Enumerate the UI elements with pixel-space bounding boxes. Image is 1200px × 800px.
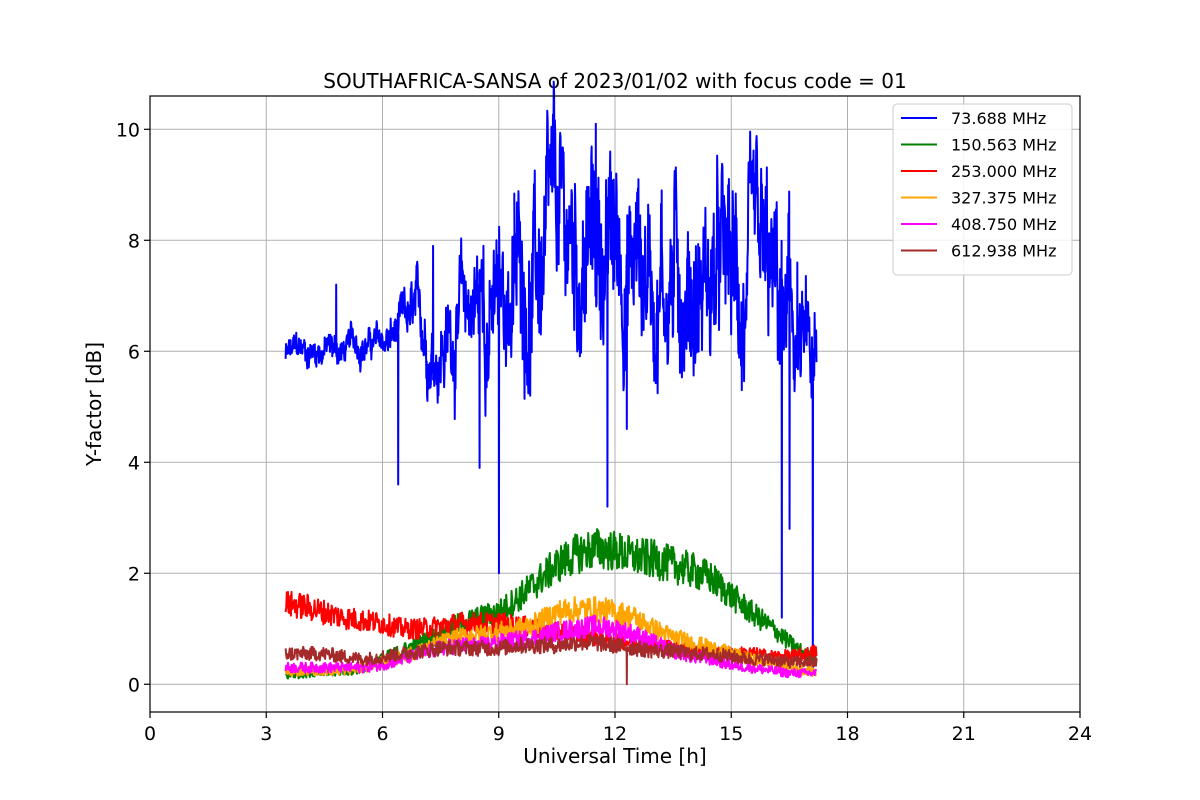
chart-title: SOUTHAFRICA-SANSA of 2023/01/02 with foc… bbox=[323, 69, 907, 93]
y-tick-label: 6 bbox=[128, 341, 140, 363]
legend-label: 408.750 MHz bbox=[951, 215, 1056, 234]
series-line-5 bbox=[284, 614, 817, 679]
series-layer bbox=[284, 80, 818, 686]
legend-label: 150.563 MHz bbox=[951, 136, 1056, 155]
x-tick-label: 0 bbox=[144, 723, 156, 745]
y-tick-label: 10 bbox=[116, 119, 140, 141]
x-tick-label: 12 bbox=[603, 723, 627, 745]
y-axis: 0 2 4 6 8 10 bbox=[116, 119, 150, 696]
legend-box bbox=[892, 103, 1073, 276]
series-line-6 bbox=[284, 633, 818, 686]
y-tick-label: 8 bbox=[128, 230, 140, 252]
y-tick-label: 0 bbox=[128, 674, 140, 696]
legend-label: 73.688 MHz bbox=[951, 109, 1046, 128]
legend-label: 253.000 MHz bbox=[951, 162, 1056, 181]
y-tick-label: 4 bbox=[128, 452, 140, 474]
x-axis-label: Universal Time [h] bbox=[523, 744, 706, 768]
x-tick-label: 6 bbox=[376, 723, 388, 745]
legend-label: 327.375 MHz bbox=[951, 189, 1056, 208]
x-axis: 0 3 6 9 12 15 18 21 24 bbox=[144, 712, 1092, 745]
legend-label: 612.938 MHz bbox=[951, 242, 1056, 261]
legend: 73.688 MHz 150.563 MHz 253.000 MHz 327.375 … bbox=[892, 103, 1073, 276]
x-tick-label: 15 bbox=[719, 723, 743, 745]
x-tick-label: 3 bbox=[260, 723, 272, 745]
x-tick-label: 18 bbox=[835, 723, 859, 745]
x-tick-label: 9 bbox=[493, 723, 505, 745]
x-tick-label: 21 bbox=[952, 723, 976, 745]
series-line-1 bbox=[284, 80, 818, 675]
y-tick-label: 2 bbox=[128, 563, 140, 585]
y-axis-label: Y-factor [dB] bbox=[82, 342, 106, 467]
x-tick-label: 24 bbox=[1068, 723, 1092, 745]
